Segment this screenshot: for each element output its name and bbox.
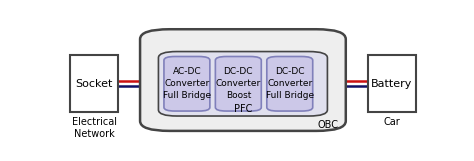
Text: PFC: PFC xyxy=(234,104,252,114)
Text: Battery: Battery xyxy=(371,79,412,89)
Text: AC-DC
Converter
Full Bridge: AC-DC Converter Full Bridge xyxy=(163,67,211,100)
Text: Socket: Socket xyxy=(75,79,113,89)
FancyBboxPatch shape xyxy=(215,57,261,111)
Text: OBC: OBC xyxy=(318,120,338,130)
Text: Car: Car xyxy=(383,117,400,127)
FancyBboxPatch shape xyxy=(158,52,328,116)
Text: DC-DC
Converter
Full Bridge: DC-DC Converter Full Bridge xyxy=(266,67,314,100)
FancyBboxPatch shape xyxy=(368,55,416,112)
FancyBboxPatch shape xyxy=(70,55,118,112)
FancyBboxPatch shape xyxy=(140,29,346,131)
FancyBboxPatch shape xyxy=(267,57,313,111)
FancyBboxPatch shape xyxy=(164,57,210,111)
Text: Electrical
Network: Electrical Network xyxy=(72,117,117,139)
Text: DC-DC
Converter
Boost: DC-DC Converter Boost xyxy=(216,67,261,100)
